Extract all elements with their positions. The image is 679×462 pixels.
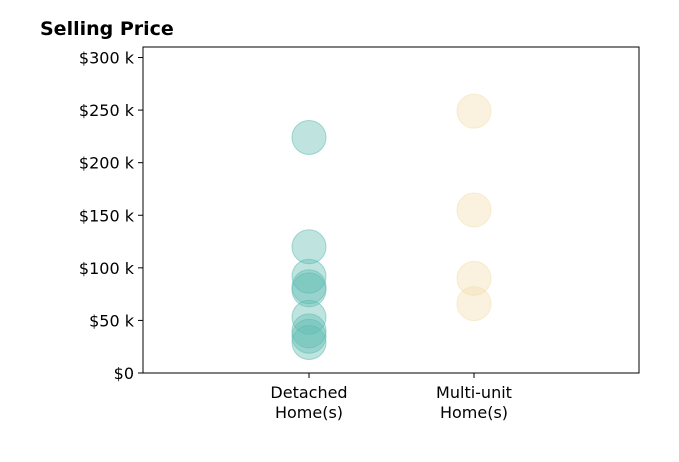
data-point	[456, 93, 492, 129]
data-point	[291, 272, 327, 308]
data-point	[291, 325, 327, 361]
y-tick-label: $0	[114, 364, 134, 383]
y-tick-label: $100 k	[79, 259, 135, 278]
data-point	[291, 313, 327, 349]
chart-title: Selling Price	[40, 18, 174, 40]
data-point	[291, 119, 327, 155]
data-point	[456, 286, 492, 322]
y-tick-label: $200 k	[79, 154, 135, 173]
x-axis: Detached Home(s) Multi-unit Home(s)	[270, 373, 512, 422]
y-axis: $0 $50 k $100 k $150 k $200 k $250 k $300 k	[79, 49, 143, 383]
y-tick-label: $300 k	[79, 49, 135, 68]
data-point	[291, 299, 327, 335]
x-tick-label: Multi-unit Home(s)	[436, 383, 512, 422]
data-point	[291, 229, 327, 265]
plot-area	[291, 93, 492, 361]
y-tick-label: $250 k	[79, 101, 135, 120]
y-tick-label: $150 k	[79, 206, 135, 225]
y-tick-label: $50 k	[89, 311, 135, 330]
plot-frame	[142, 46, 640, 374]
data-point	[456, 192, 492, 228]
x-tick-label: Detached Home(s)	[270, 383, 347, 422]
data-point	[456, 260, 492, 296]
data-point	[291, 258, 327, 294]
